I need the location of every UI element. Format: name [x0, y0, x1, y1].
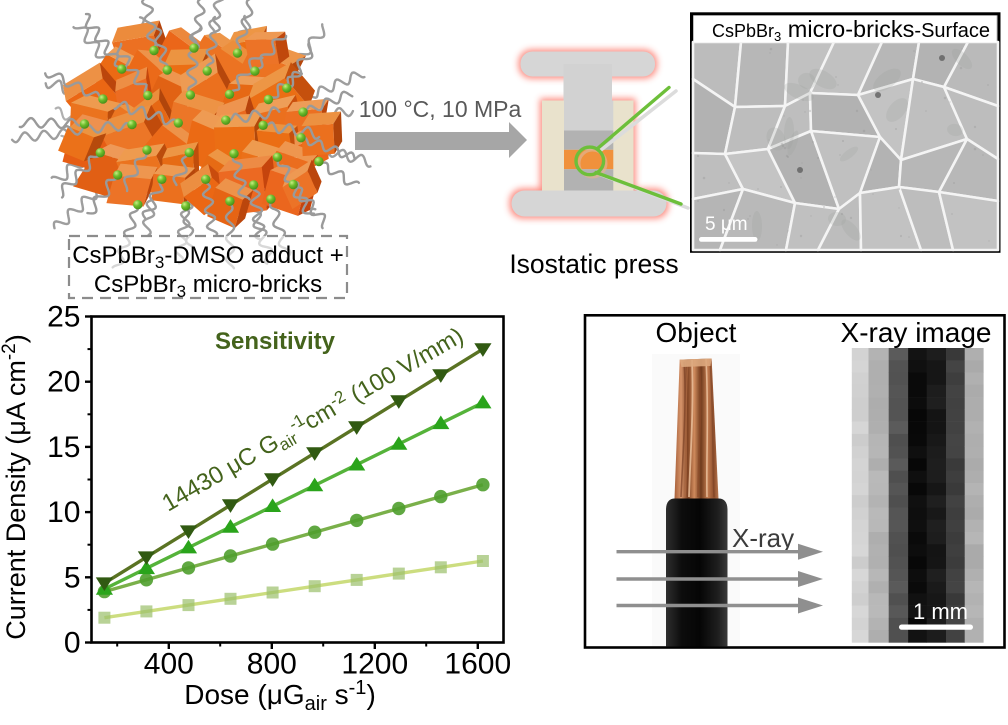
- svg-text:Object: Object: [656, 317, 737, 348]
- svg-text:20: 20: [47, 366, 80, 399]
- svg-text:Current Density (μA cm-2): Current Density (μA cm-2): [0, 334, 31, 640]
- svg-text:CsPbBr3 micro-bricks: CsPbBr3 micro-bricks: [94, 271, 322, 301]
- svg-text:X-ray: X-ray: [732, 523, 794, 553]
- svg-text:25: 25: [47, 301, 80, 334]
- svg-text:10: 10: [47, 496, 80, 529]
- svg-text:X-ray image: X-ray image: [841, 317, 992, 348]
- svg-text:0: 0: [64, 627, 81, 660]
- svg-text:5 μm: 5 μm: [705, 214, 748, 235]
- svg-text:5: 5: [64, 561, 81, 594]
- svg-text:Sensitivity: Sensitivity: [215, 328, 336, 355]
- svg-text:100 °C, 10 MPa: 100 °C, 10 MPa: [359, 96, 522, 122]
- svg-text:400: 400: [144, 648, 194, 681]
- svg-text:Isostatic press: Isostatic press: [509, 249, 678, 279]
- svg-text:1600: 1600: [444, 648, 511, 681]
- svg-text:Dose (μGair s-1): Dose (μGair s-1): [184, 677, 376, 715]
- svg-text:CsPbBr3-DMSO adduct +: CsPbBr3-DMSO adduct +: [72, 242, 344, 272]
- svg-text:CsPbBr3 micro-bricks-Surface: CsPbBr3 micro-bricks-Surface: [712, 16, 990, 44]
- svg-text:15: 15: [47, 431, 80, 464]
- svg-text:1 mm: 1 mm: [913, 599, 968, 624]
- svg-text:1200: 1200: [341, 648, 408, 681]
- svg-text:800: 800: [247, 648, 297, 681]
